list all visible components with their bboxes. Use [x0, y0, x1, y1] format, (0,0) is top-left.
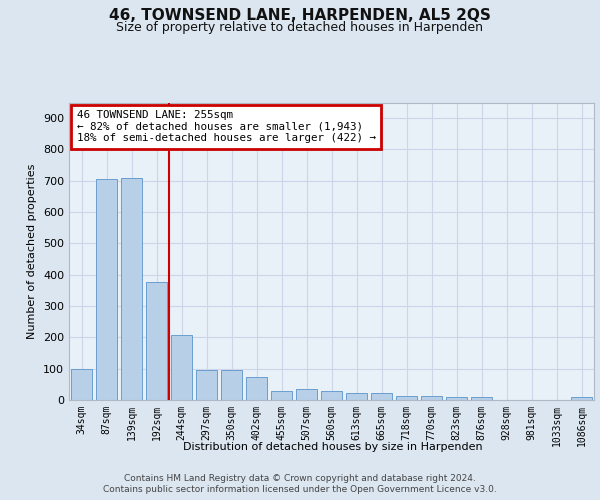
- Bar: [196, 370, 217, 400]
- Bar: [171, 335, 192, 400]
- Bar: [96, 178, 117, 400]
- Bar: [221, 370, 242, 400]
- Text: 46 TOWNSEND LANE: 255sqm
← 82% of detached houses are smaller (1,943)
18% of sem: 46 TOWNSEND LANE: 255sqm ← 82% of detach…: [77, 110, 376, 143]
- Text: Contains HM Land Registry data © Crown copyright and database right 2024.: Contains HM Land Registry data © Crown c…: [124, 474, 476, 483]
- Bar: [446, 397, 467, 400]
- Bar: [421, 396, 442, 400]
- Bar: [571, 397, 592, 400]
- Bar: [371, 393, 392, 400]
- Text: Distribution of detached houses by size in Harpenden: Distribution of detached houses by size …: [183, 442, 483, 452]
- Text: 46, TOWNSEND LANE, HARPENDEN, AL5 2QS: 46, TOWNSEND LANE, HARPENDEN, AL5 2QS: [109, 8, 491, 22]
- Bar: [296, 389, 317, 400]
- Bar: [346, 393, 367, 400]
- Bar: [471, 398, 492, 400]
- Bar: [121, 178, 142, 400]
- Bar: [146, 282, 167, 400]
- Y-axis label: Number of detached properties: Number of detached properties: [28, 164, 37, 339]
- Bar: [71, 368, 92, 400]
- Bar: [271, 390, 292, 400]
- Bar: [321, 391, 342, 400]
- Bar: [246, 377, 267, 400]
- Text: Size of property relative to detached houses in Harpenden: Size of property relative to detached ho…: [116, 21, 484, 34]
- Bar: [396, 396, 417, 400]
- Text: Contains public sector information licensed under the Open Government Licence v3: Contains public sector information licen…: [103, 485, 497, 494]
